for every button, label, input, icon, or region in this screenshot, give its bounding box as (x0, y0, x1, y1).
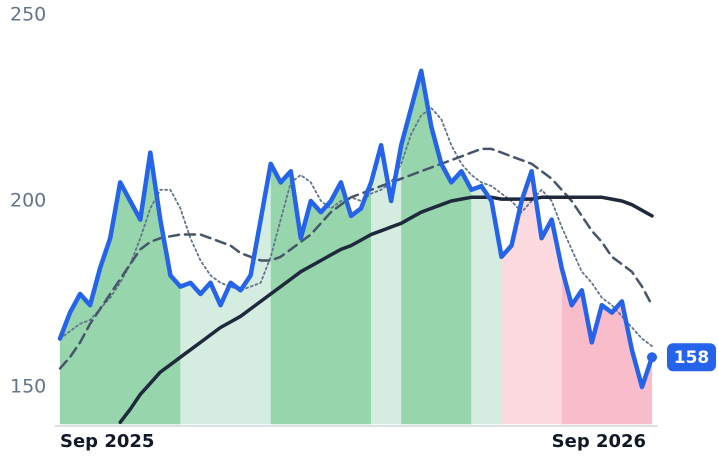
y-tick-label: 200 (10, 190, 46, 212)
x-tick-label: Sep 2026 (552, 431, 646, 452)
region-area (561, 267, 652, 425)
series-line (59, 107, 653, 347)
regions (60, 70, 652, 425)
region-area (471, 186, 502, 425)
y-tick-label: 150 (10, 376, 46, 398)
region-area (401, 70, 472, 425)
labels: 150 200 250 Sep 2025 Sep 2026 158 (10, 4, 716, 452)
region-area (501, 171, 562, 425)
y-tick-label: 250 (10, 4, 46, 26)
last-point (647, 352, 657, 363)
price-badge (667, 343, 716, 372)
series-line (58, 147, 654, 370)
region-area (270, 163, 372, 425)
series-line (118, 195, 654, 425)
region-area (60, 152, 181, 425)
price-badge-label: 158 (674, 348, 710, 368)
lines (57, 68, 655, 425)
region-area (371, 145, 402, 425)
x-tick-label: Sep 2025 (60, 431, 154, 452)
series-line (57, 68, 655, 390)
